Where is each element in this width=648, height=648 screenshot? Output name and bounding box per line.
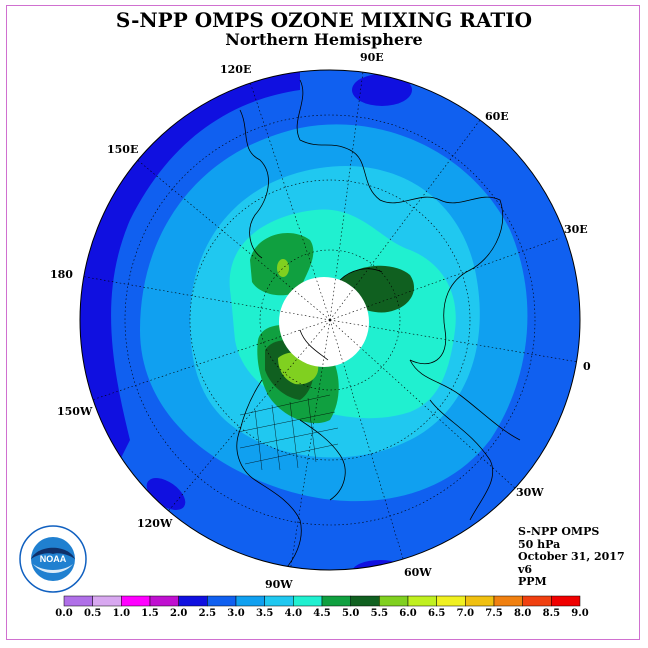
colorbar-tick-label: 6.0	[399, 608, 417, 619]
colorbar-cell	[121, 595, 151, 607]
map-subtitle: Northern Hemisphere	[225, 30, 423, 49]
colorbar-cell	[293, 595, 323, 607]
colorbar-cell	[92, 595, 122, 607]
colorbar-tick-label: 2.0	[169, 608, 188, 619]
colorbar-tick-label: 1.5	[141, 608, 159, 619]
info-block: S-NPP OMPS 50 hPa October 31, 2017 v6 PP…	[518, 525, 625, 589]
colorbar-tick-label: 3.5	[255, 608, 274, 619]
info-units: PPM	[518, 575, 547, 588]
coastlines	[236, 79, 521, 570]
colorbar-tick-label: 8.0	[513, 608, 532, 619]
info-instrument: S-NPP OMPS	[518, 525, 600, 538]
colorbar-cell	[149, 595, 179, 607]
colorbar-cell	[178, 595, 208, 607]
lon-label-120e: 120E	[220, 63, 252, 76]
colorbar-tick-label: 5.5	[370, 608, 389, 619]
lon-label-0: 0	[583, 360, 591, 373]
colorbar-tick-label: 0.0	[55, 608, 73, 619]
lon-label-150e: 150E	[107, 143, 139, 156]
figure-frame	[6, 5, 640, 640]
colorbar-cell	[235, 595, 265, 607]
colorbar-tick-label: 7.5	[485, 608, 503, 619]
info-version: v6	[518, 562, 533, 576]
map-title: S-NPP OMPS OZONE MIXING RATIO	[115, 8, 533, 32]
lon-label-180: 180	[50, 268, 73, 281]
noaa-logo: NOAA	[19, 525, 87, 593]
colorbar-tick-label: 0.5	[83, 608, 102, 619]
colorbar-tick-label: 8.5	[542, 608, 561, 619]
ozone-band-2-0-southwest	[146, 478, 186, 510]
lon-label-90e: 90E	[360, 51, 384, 64]
noaa-logo-text: NOAA	[40, 554, 67, 564]
info-date: October 31, 2017	[518, 550, 625, 563]
lon-label-90w: 90W	[265, 578, 293, 591]
colorbar-cell	[264, 595, 294, 607]
map-boundary	[79, 69, 581, 571]
state-grid	[237, 394, 339, 471]
lon-label-30w: 30W	[516, 486, 544, 499]
colorbar-tick-label: 4.0	[284, 608, 303, 619]
lon-label-150w: 150W	[57, 405, 93, 418]
colorbar-cell	[436, 595, 466, 607]
lon-label-60e: 60E	[485, 110, 509, 123]
colorbar-tick-label: 5.0	[341, 608, 360, 619]
colorbar-cell	[207, 595, 237, 607]
colorbar-tick-label: 1.0	[112, 608, 131, 619]
lon-label-120w: 120W	[137, 517, 173, 530]
colorbar-tick-label: 4.5	[313, 608, 331, 619]
colorbar-tick-label: 7.0	[456, 608, 475, 619]
info-level: 50 hPa	[518, 537, 561, 551]
colorbar-tick-label: 6.5	[427, 608, 446, 619]
colorbar-cell	[522, 595, 552, 607]
colorbar-cell	[350, 595, 380, 607]
colorbar-tick-label: 9.0	[571, 608, 589, 619]
ozone-band-5-5-siberia	[277, 259, 289, 277]
colorbar-cell	[551, 595, 581, 607]
polar-no-data	[279, 277, 369, 367]
colorbar-cell	[379, 595, 409, 607]
colorbar-cell	[493, 595, 523, 607]
colorbar-tick-label: 2.5	[198, 608, 217, 619]
colorbar-cell	[407, 595, 437, 607]
latitude-circles	[124, 114, 536, 526]
meridians	[80, 71, 579, 570]
colorbar-tick-label: 3.0	[227, 608, 245, 619]
colorbar-cell	[63, 595, 93, 607]
colorbar-cell	[465, 595, 495, 607]
lon-label-60w: 60W	[404, 566, 432, 579]
ozone-band-2-0-siberia	[352, 74, 412, 106]
colorbar-cell	[321, 595, 351, 607]
lon-label-30e: 30E	[564, 223, 588, 236]
